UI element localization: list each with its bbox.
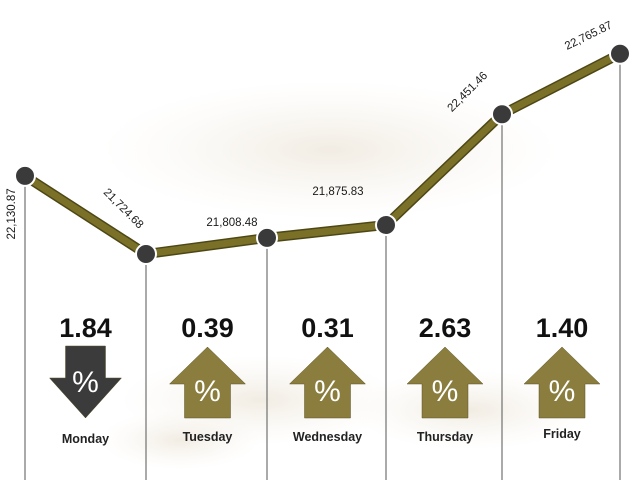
point-marker-friday bbox=[609, 42, 631, 65]
value-label-friday: 22,765.87 bbox=[563, 19, 614, 52]
point-marker-tuesday bbox=[256, 226, 278, 249]
percent-change-value: 1.40 bbox=[536, 313, 589, 343]
percent-sign-icon: % bbox=[432, 375, 459, 408]
percent-change-value: 0.31 bbox=[301, 313, 354, 343]
percent-sign-icon: % bbox=[314, 375, 341, 408]
point-marker-monday bbox=[135, 243, 157, 266]
series-markers bbox=[14, 42, 631, 266]
series-line-path bbox=[23, 50, 622, 258]
percent-change-value: 0.39 bbox=[181, 313, 234, 343]
arrow-up-icon bbox=[168, 346, 247, 419]
arrow-up-icon bbox=[406, 346, 484, 419]
change-panel-wednesday: 0.31% Wednesday bbox=[288, 313, 367, 444]
day-label-thursday: Thursday bbox=[417, 430, 473, 444]
value-label-tuesday: 21,808.48 bbox=[206, 217, 257, 229]
vertical-guides bbox=[24, 53, 621, 480]
point-marker-start bbox=[14, 164, 36, 187]
arrow-up-icon bbox=[288, 346, 367, 419]
point-marker-thursday bbox=[491, 103, 513, 126]
percent-sign-icon: % bbox=[549, 375, 576, 408]
point-marker-wednesday bbox=[375, 213, 397, 236]
day-label-friday: Friday bbox=[543, 427, 581, 441]
daily-change-panels: 1.84% Monday 0.39% Tuesday 0.31% Wednesday 2.6… bbox=[48, 313, 601, 446]
value-label-wednesday: 21,875.83 bbox=[312, 186, 363, 198]
arrow-up-icon bbox=[523, 346, 601, 419]
day-label-wednesday: Wednesday bbox=[293, 430, 362, 444]
value-label-start: 22,130.87 bbox=[6, 188, 18, 239]
day-label-monday: Monday bbox=[62, 432, 109, 446]
percent-sign-icon: % bbox=[72, 366, 99, 399]
day-label-tuesday: Tuesday bbox=[183, 430, 233, 444]
change-panel-thursday: 2.63% Thursday bbox=[406, 313, 484, 444]
arrow-down-icon bbox=[48, 345, 123, 419]
percent-change-value: 1.84 bbox=[59, 313, 112, 343]
change-panel-friday: 1.40% Friday bbox=[523, 313, 601, 441]
change-panel-monday: 1.84% Monday bbox=[48, 313, 123, 446]
series-line bbox=[22, 49, 623, 260]
percent-change-value: 2.63 bbox=[419, 313, 472, 343]
percent-sign-icon: % bbox=[194, 375, 221, 408]
change-panel-tuesday: 0.39% Tuesday bbox=[168, 313, 247, 444]
